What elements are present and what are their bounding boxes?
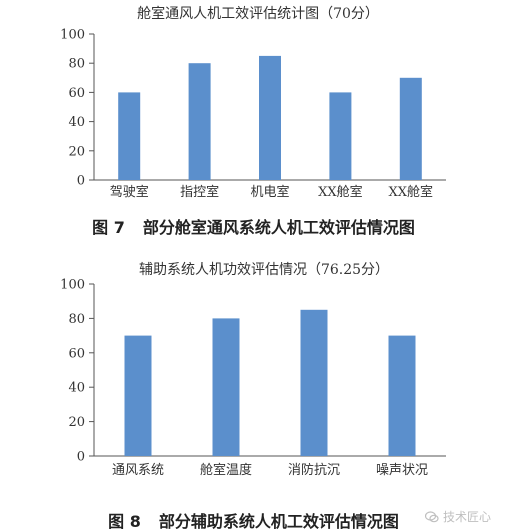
bar: [388, 335, 416, 456]
x-category-label: XX舱室: [318, 184, 363, 200]
figure-number: 图 7: [92, 218, 125, 237]
bar: [300, 309, 328, 456]
y-tick-label: 100: [60, 278, 85, 293]
figure-caption-text: 部分舱室通风系统人机工效评估情况图: [142, 218, 415, 237]
bar: [188, 63, 211, 181]
bar: [118, 92, 141, 180]
x-category-label: 舱室温度: [200, 462, 252, 478]
x-category-label: 消防抗沉: [288, 462, 340, 478]
figure-7: 舱室通风人机工效评估统计图（70分） 0 20 40 60 80 100 驾驶室 指控室 机电…: [0, 0, 507, 258]
wechat-icon: [424, 510, 439, 522]
chart-auxiliary: 辅助系统人机功效评估情况（76.25分） 0 20 40 60 80 100 通风系统 舱室…: [60, 262, 446, 478]
figure-8: 辅助系统人机功效评估情况（76.25分） 0 20 40 60 80 100 通风系统 舱室…: [0, 258, 507, 531]
x-category-label: 驾驶室: [110, 184, 149, 200]
bar: [212, 318, 240, 456]
y-tick-label: 40: [68, 381, 85, 396]
bar: [329, 92, 352, 180]
x-category-label: 通风系统: [112, 463, 164, 478]
y-tick-label: 0: [77, 450, 85, 465]
y-tick-label: 40: [68, 115, 85, 130]
chart-title: 辅助系统人机功效评估情况（76.25分）: [139, 262, 389, 278]
bar: [259, 55, 281, 180]
y-tick-label: 20: [68, 144, 85, 159]
y-tick-label: 80: [68, 312, 85, 327]
bar: [124, 335, 152, 456]
bar: [399, 77, 422, 180]
figure-number: 图 8: [108, 512, 141, 531]
x-category-label: XX舱室: [389, 184, 434, 200]
y-tick-label: 80: [68, 57, 85, 72]
chart-ventilation: 舱室通风人机工效评估统计图（70分） 0 20 40 60 80 100 驾驶室 指控室 机电…: [60, 5, 446, 200]
watermark-text: 技术匠心: [442, 510, 491, 524]
x-category-label: 指控室: [180, 184, 219, 200]
y-tick-label: 0: [77, 174, 85, 189]
figure-caption: 图 8 部分辅助系统人机工效评估情况图: [0, 508, 507, 532]
x-category-label: 机电室: [250, 184, 289, 200]
y-tick-label: 60: [68, 346, 85, 361]
figure-caption: 图 7 部分舱室通风系统人机工效评估情况图: [0, 214, 507, 238]
y-tick-label: 60: [68, 86, 85, 101]
y-tick-label: 20: [68, 415, 85, 430]
x-category-label: 噪声状况: [376, 463, 428, 478]
watermark: 技术匠心: [424, 508, 491, 525]
figure-caption-text: 部分辅助系统人机工效评估情况图: [158, 512, 399, 531]
chart-title: 舱室通风人机工效评估统计图（70分）: [137, 5, 379, 22]
y-tick-label: 100: [60, 28, 85, 43]
